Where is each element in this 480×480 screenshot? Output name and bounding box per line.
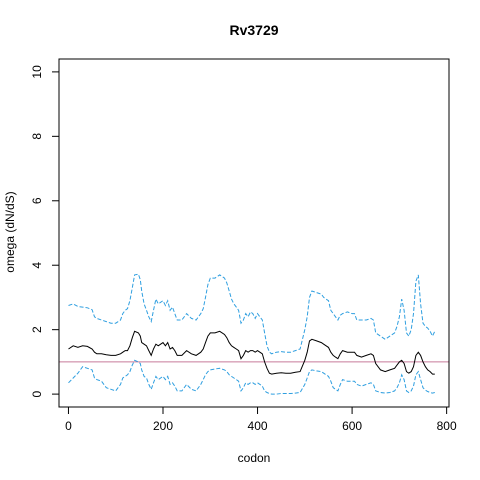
y-tick-label: 0: [30, 390, 44, 397]
x-tick-label: 600: [342, 419, 362, 433]
series-estimate-line: [68, 330, 435, 375]
x-tick-label: 200: [153, 419, 173, 433]
x-tick-label: 800: [437, 419, 457, 433]
chart-title: Rv3729: [229, 22, 278, 38]
series-upper-line: [68, 273, 436, 355]
y-tick-label: 6: [30, 197, 44, 204]
y-tick-label: 10: [30, 65, 44, 79]
y-tick-label: 8: [30, 133, 44, 140]
y-axis: 0 2 4 6 8 10: [30, 65, 60, 397]
x-tick-label: 400: [248, 419, 268, 433]
x-axis: 0 200 400 600 800: [65, 406, 457, 433]
y-axis-label: omega (dN/dS): [3, 191, 17, 272]
x-axis-label: codon: [238, 451, 271, 465]
series-layer: [68, 273, 436, 395]
series-lower-line: [68, 359, 435, 395]
x-tick-label: 0: [65, 419, 72, 433]
y-tick-label: 4: [30, 262, 44, 269]
y-tick-label: 2: [30, 326, 44, 333]
